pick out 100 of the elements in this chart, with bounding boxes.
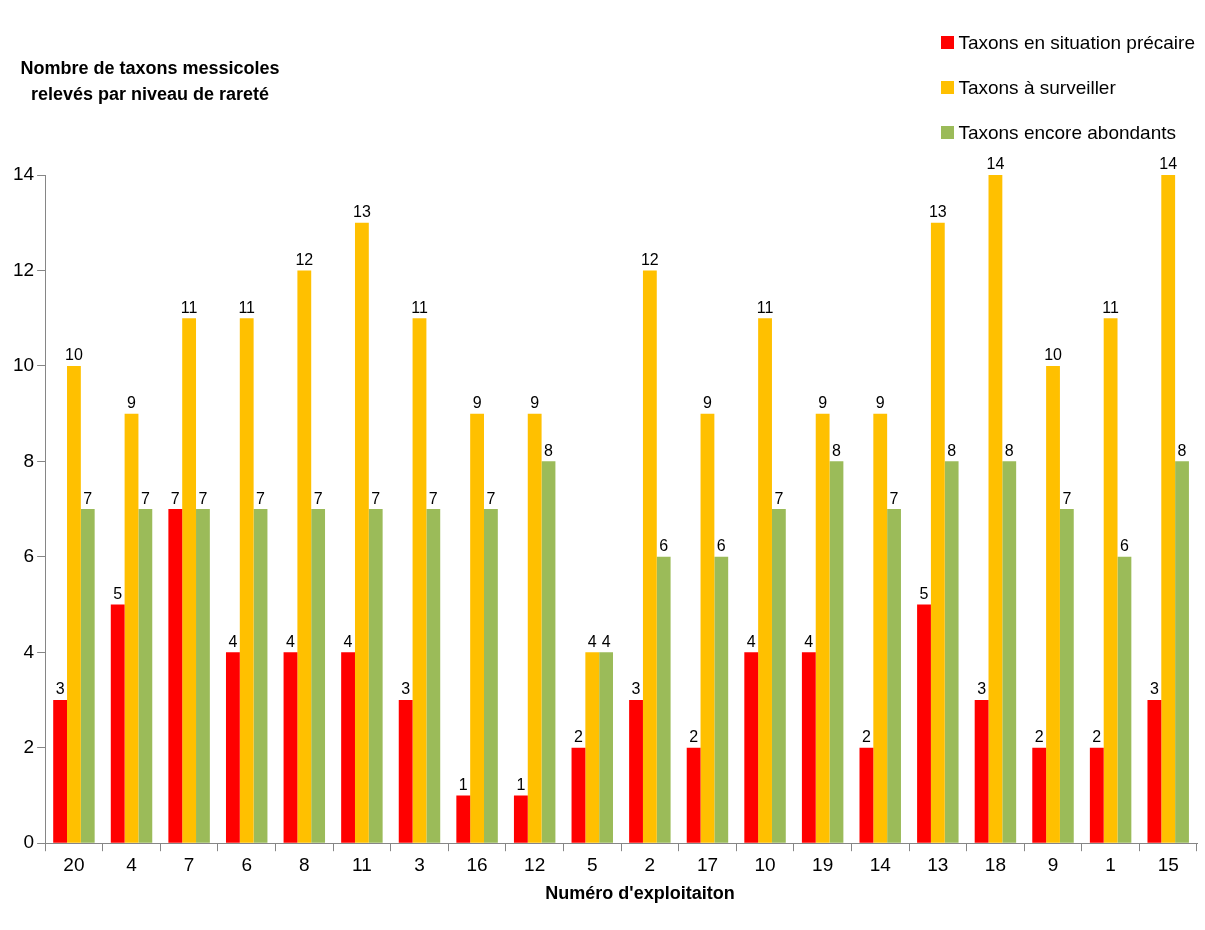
bar: [1117, 556, 1132, 843]
bar: [686, 747, 701, 843]
bar: [944, 461, 959, 843]
data-label: 7: [774, 489, 784, 507]
bar: [1032, 747, 1047, 843]
data-label: 9: [530, 394, 540, 412]
data-label: 11: [238, 298, 256, 316]
bar: [1161, 175, 1176, 843]
x-tick-label: 4: [126, 853, 138, 875]
bar: [988, 175, 1003, 843]
data-label: 7: [428, 489, 438, 507]
bar: [239, 318, 254, 843]
x-tick-label: 6: [241, 853, 252, 875]
y-tick-label: 12: [12, 258, 35, 280]
data-label: 8: [1004, 441, 1014, 459]
data-label: 4: [587, 632, 597, 650]
bar: [571, 747, 586, 843]
data-label: 12: [295, 250, 314, 268]
bar: [917, 604, 931, 843]
data-label: 11: [756, 298, 774, 316]
data-label: 2: [689, 728, 699, 746]
bar: [859, 747, 874, 843]
legend-label: Taxons à surveiller: [958, 76, 1116, 99]
x-axis-title: Numéro d'exploitaiton: [544, 883, 736, 904]
data-label: 9: [127, 394, 137, 412]
data-label: 1: [516, 775, 526, 793]
bar: [714, 556, 729, 843]
bar: [513, 795, 528, 843]
data-label: 9: [472, 394, 482, 412]
bar: [1175, 461, 1189, 843]
bar: [283, 652, 298, 843]
bar: [484, 509, 498, 843]
data-label: 11: [411, 298, 428, 316]
bar: [930, 222, 945, 843]
bar: [642, 270, 657, 843]
data-label: 14: [1159, 155, 1178, 173]
bar: [138, 509, 153, 843]
bar: [815, 413, 830, 843]
bar: [585, 652, 600, 843]
y-tick-label: 4: [23, 640, 35, 662]
data-label: 4: [343, 632, 353, 650]
x-tick-label: 11: [352, 853, 372, 875]
data-label: 6: [716, 537, 726, 555]
bar: [398, 700, 413, 843]
data-label: 2: [1092, 728, 1102, 746]
x-tick-label: 7: [183, 853, 195, 875]
y-tick-label: 10: [12, 354, 35, 376]
bar: [974, 700, 989, 843]
data-label: 3: [401, 680, 411, 698]
x-tick-label: 18: [984, 853, 1006, 875]
x-tick-label: 16: [466, 853, 488, 875]
bar: [758, 318, 772, 843]
data-label: 7: [83, 489, 93, 507]
bar: [1002, 461, 1017, 843]
legend-label: Taxons en situation précaire: [958, 31, 1195, 54]
data-label: 7: [313, 489, 323, 507]
y-axis-title: Nombre de taxons messicoles relevés par niveau de rareté: [19, 57, 281, 106]
bar: [341, 652, 355, 843]
bar: [412, 318, 427, 843]
y-tick-label: 0: [23, 831, 35, 853]
bar: [1147, 700, 1162, 843]
data-label: 9: [875, 394, 885, 412]
bar: [1103, 318, 1118, 843]
x-tick-label: 20: [63, 853, 85, 875]
data-label: 3: [1149, 680, 1159, 698]
data-label: 2: [861, 728, 871, 746]
y-tick-label: 6: [23, 545, 35, 567]
data-label: 11: [1102, 298, 1120, 316]
data-label: 8: [544, 441, 554, 459]
bar: [1046, 365, 1060, 843]
bar: [771, 509, 786, 843]
x-tick-label: 14: [869, 853, 892, 875]
x-tick-label: 13: [927, 853, 949, 875]
data-label: 13: [928, 203, 947, 221]
bar: [541, 461, 556, 843]
data-label: 12: [640, 250, 659, 268]
bar: [67, 365, 81, 843]
bar: [110, 604, 125, 843]
data-label: 7: [371, 489, 381, 507]
x-tick-label: 19: [812, 853, 834, 875]
legend-label: Taxons encore abondants: [958, 121, 1177, 144]
bar: [456, 795, 471, 843]
bar: [196, 509, 210, 843]
data-label: 7: [889, 489, 899, 507]
y-tick-label: 14: [12, 163, 35, 185]
y-tick-label: 2: [23, 735, 35, 757]
data-label: 7: [486, 489, 496, 507]
bar: [53, 700, 68, 843]
data-label: 4: [601, 632, 611, 650]
x-tick-label: 17: [696, 853, 719, 875]
bar: [368, 509, 383, 843]
data-label: 9: [818, 394, 828, 412]
x-tick-label: 15: [1157, 853, 1179, 875]
data-label: 2: [1034, 728, 1044, 746]
bar: [124, 413, 139, 843]
bar: [311, 509, 326, 843]
data-label: 7: [198, 489, 208, 507]
data-label: 8: [947, 441, 957, 459]
bar: [599, 652, 613, 843]
data-label: 6: [659, 537, 669, 555]
